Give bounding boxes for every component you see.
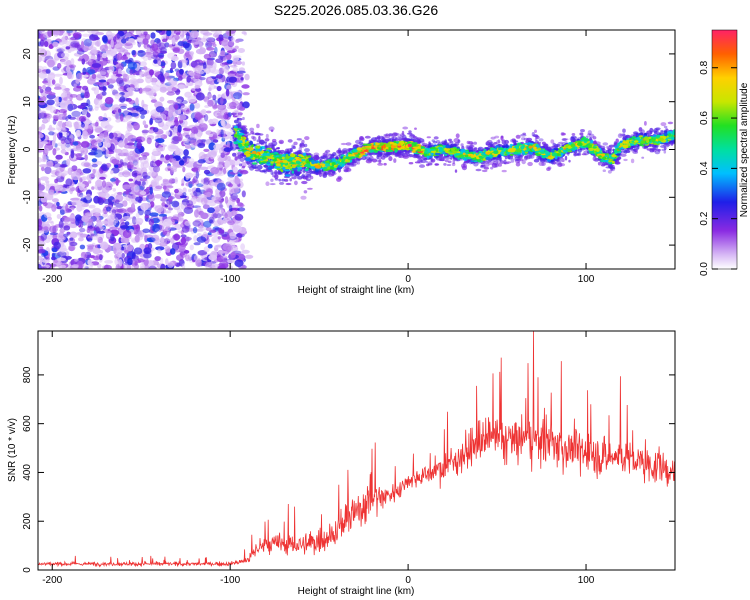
spectrogram-y-tick-label: -20 [22, 237, 33, 252]
colorbar-gradient [711, 29, 738, 270]
snr-x-label: Height of straight line (km) [298, 586, 415, 597]
spectrogram-x-tick-label: -100 [220, 274, 240, 285]
snr-y-label: SNR (10 * v/v) [7, 418, 18, 482]
colorbar-tick-label: 0.6 [699, 111, 710, 125]
snr-x-ticks: -200 -100 0 100 [42, 331, 595, 586]
snr-y-tick-label: 400 [22, 464, 33, 481]
figure-title: S225.2026.085.03.36.G26 [274, 2, 438, 18]
snr-y-tick-label: 800 [22, 366, 33, 383]
colorbar: 0.0 0.2 0.4 0.6 0.8 Normalized spectral ampl… [699, 29, 750, 276]
snr-y-ticks: 0 200 400 600 800 [22, 366, 675, 573]
spectrogram-y-tick-label: 10 [22, 96, 33, 108]
colorbar-tick-label: 0.4 [699, 161, 710, 175]
spectrogram-x-ticks: -200 -100 0 100 [42, 30, 595, 285]
colorbar-tick-label: 0.8 [699, 60, 710, 74]
snr-panel: -200 -100 0 100 0 200 400 600 800 Height of str… [7, 330, 676, 597]
colorbar-tick-label: 0.0 [699, 262, 710, 276]
colorbar-label: Normalized spectral amplitude [739, 82, 750, 217]
spectrogram-y-tick-label: 20 [22, 48, 33, 60]
spectrogram-y-ticks: -20 -10 0 10 20 [22, 48, 675, 252]
spectrogram-x-tick-label: 0 [405, 274, 411, 285]
snr-x-tick-label: -100 [220, 575, 240, 586]
colorbar-tick-label: 0.2 [699, 211, 710, 225]
snr-x-tick-label: 100 [578, 575, 595, 586]
spectrogram-x-label: Height of straight line (km) [298, 285, 415, 296]
spectrogram-y-label: Frequency (Hz) [7, 116, 18, 185]
colorbar-ticks: 0.0 0.2 0.4 0.6 0.8 [699, 60, 737, 276]
spectrogram-x-tick-label: 100 [578, 274, 595, 285]
snr-frame [37, 330, 676, 571]
snr-x-tick-label: -200 [42, 575, 62, 586]
snr-y-tick-label: 200 [22, 512, 33, 529]
snr-series-line [38, 331, 675, 568]
spectrogram-heatmap [38, 30, 675, 269]
spectrogram-x-tick-label: -200 [42, 274, 62, 285]
snr-x-tick-label: 0 [405, 575, 411, 586]
spectrogram-y-tick-label: -10 [22, 190, 33, 205]
snr-y-tick-label: 0 [22, 567, 33, 573]
snr-y-tick-label: 600 [22, 415, 33, 432]
spectrogram-y-tick-label: 0 [22, 146, 33, 152]
